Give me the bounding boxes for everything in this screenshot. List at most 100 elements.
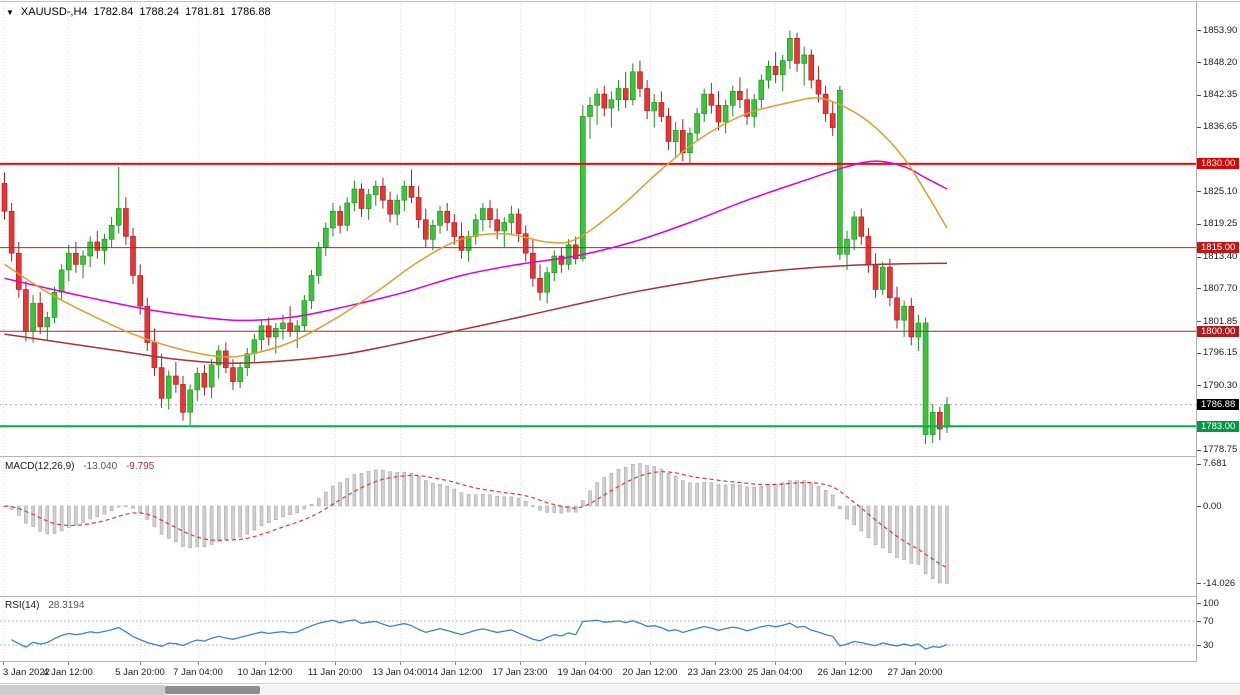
candle bbox=[801, 54, 808, 64]
candle bbox=[44, 317, 51, 328]
macd-chart[interactable] bbox=[0, 458, 1196, 596]
candle bbox=[480, 208, 486, 220]
macd-histogram-bar bbox=[438, 483, 442, 507]
time-tick-mark bbox=[845, 662, 846, 665]
macd-histogram-bar bbox=[595, 482, 599, 507]
candle bbox=[679, 130, 686, 153]
candle bbox=[94, 241, 101, 251]
macd-histogram-bar bbox=[588, 490, 592, 507]
rsi-chart[interactable] bbox=[0, 598, 1196, 661]
time-axis[interactable]: 3 Jan 2022 4 Jan 12:00 5 Jan 20:00 7 Jan 04… bbox=[0, 662, 1196, 682]
time-label: 5 Jan 20:00 bbox=[115, 667, 165, 678]
macd-histogram-bar bbox=[481, 493, 485, 507]
candle bbox=[230, 367, 236, 382]
scrollbar-track-left[interactable] bbox=[0, 685, 165, 695]
macd-title-row: MACD(12,26,9) -13.040 -9.795 bbox=[5, 461, 154, 472]
candle bbox=[401, 185, 408, 201]
macd-histogram-bar bbox=[723, 484, 728, 507]
candle bbox=[322, 227, 329, 248]
level-price-label-1830.00: 1830.00 bbox=[1197, 158, 1239, 170]
macd-histogram-bar bbox=[581, 500, 585, 507]
candle bbox=[437, 211, 443, 226]
candle bbox=[851, 216, 858, 240]
price-tick-mark bbox=[1197, 30, 1201, 32]
ma-fast-orange bbox=[4, 97, 948, 358]
candle bbox=[944, 404, 950, 428]
macd-histogram-bar bbox=[695, 482, 699, 507]
macd-histogram-bar bbox=[945, 505, 949, 584]
macd-histogram-bar bbox=[274, 505, 278, 520]
candle bbox=[508, 213, 515, 223]
macd-histogram-bar bbox=[452, 488, 457, 507]
pane-separator-macd[interactable] bbox=[0, 456, 1240, 457]
horizontal-scrollbar[interactable] bbox=[0, 685, 1240, 695]
price-tick-label: 1796.15 bbox=[1203, 347, 1238, 359]
macd-histogram-bar bbox=[395, 472, 399, 507]
macd-histogram-bar bbox=[859, 505, 864, 532]
candle bbox=[144, 305, 151, 343]
candle bbox=[58, 269, 65, 293]
time-label: 11 Jan 20:00 bbox=[307, 667, 363, 678]
candle bbox=[272, 328, 279, 338]
time-label: 13 Jan 04:00 bbox=[372, 667, 428, 678]
candle bbox=[37, 303, 44, 328]
level-price-label-1800.00: 1800.00 bbox=[1197, 325, 1239, 337]
time-label: 14 Jan 12:00 bbox=[427, 667, 483, 678]
macd-histogram-bar bbox=[873, 505, 878, 546]
candle bbox=[201, 372, 208, 388]
candle bbox=[515, 213, 522, 234]
macd-histogram-bar bbox=[95, 505, 100, 518]
candle bbox=[1, 183, 8, 212]
symbol-dropdown-icon[interactable]: ▼ bbox=[6, 7, 14, 17]
macd-histogram-bar bbox=[652, 466, 656, 507]
macd-histogram-bar bbox=[409, 473, 414, 507]
macd-histogram-bar bbox=[431, 482, 435, 507]
macd-histogram-bar bbox=[202, 505, 207, 548]
candle bbox=[451, 222, 458, 237]
price-axis[interactable]: 1853.90 1848.20 1842.35 1836.65 1825.10 1819.… bbox=[1196, 2, 1240, 662]
candle bbox=[158, 367, 165, 399]
price-tick-mark bbox=[1197, 506, 1201, 507]
price-tick-label: 1790.30 bbox=[1203, 379, 1238, 391]
candle bbox=[372, 185, 379, 195]
macd-histogram-bar bbox=[402, 471, 407, 507]
macd-histogram-bar bbox=[830, 494, 835, 507]
macd-title: MACD(12,26,9) bbox=[5, 461, 75, 472]
macd-histogram-bar bbox=[31, 505, 35, 528]
candle bbox=[422, 219, 429, 240]
candle bbox=[551, 255, 558, 274]
window-top-border bbox=[0, 1, 1240, 2]
macd-histogram-bar bbox=[38, 505, 42, 532]
time-tick-mark bbox=[3, 662, 4, 665]
macd-histogram-bar bbox=[302, 505, 307, 510]
macd-histogram-bar bbox=[552, 505, 557, 513]
macd-histogram-bar bbox=[445, 485, 449, 507]
price-chart[interactable] bbox=[0, 2, 1196, 456]
price-tick-mark bbox=[1197, 385, 1201, 387]
candle bbox=[208, 364, 215, 388]
quote-close: 1786.88 bbox=[230, 6, 271, 18]
candle bbox=[123, 208, 129, 237]
macd-histogram-bar bbox=[688, 482, 692, 507]
candle bbox=[458, 236, 465, 251]
price-tick-mark bbox=[1197, 352, 1201, 354]
candle bbox=[794, 37, 800, 64]
candle bbox=[472, 219, 479, 237]
candle bbox=[87, 241, 93, 257]
macd-histogram-bar bbox=[538, 505, 542, 511]
price-tick-mark bbox=[1197, 449, 1201, 451]
scrollbar-thumb[interactable] bbox=[165, 686, 260, 694]
candle bbox=[929, 411, 936, 435]
candle bbox=[101, 238, 108, 251]
pane-separator-rsi[interactable] bbox=[0, 596, 1240, 597]
macd-axis-label: 0.00 bbox=[1203, 500, 1222, 512]
candle bbox=[8, 211, 15, 254]
candle bbox=[15, 252, 22, 290]
macd-axis-label: -14.026 bbox=[1203, 577, 1236, 589]
candle bbox=[501, 222, 508, 232]
price-tick-mark bbox=[1197, 463, 1201, 465]
macd-histogram-bar bbox=[895, 505, 899, 558]
time-tick-mark bbox=[775, 662, 776, 665]
macd-histogram-bar bbox=[788, 480, 792, 507]
candle bbox=[922, 322, 929, 435]
